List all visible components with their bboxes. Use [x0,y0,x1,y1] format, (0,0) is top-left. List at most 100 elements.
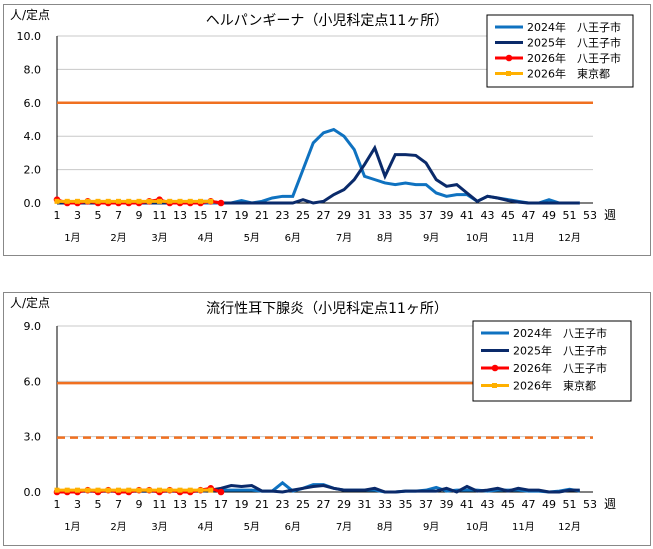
month-label: 3月 [151,521,167,533]
y-tick-label: 3.0 [24,431,42,444]
x-tick-label: 51 [563,498,577,511]
data-point [85,198,91,204]
x-tick-label: 27 [317,209,331,222]
data-point [187,487,193,493]
x-tick-label: 15 [194,209,208,222]
data-point [136,198,142,204]
data-point [217,488,225,496]
data-point [75,487,80,493]
x-tick-label: 49 [542,209,556,222]
y-tick-label: 0.0 [24,197,42,210]
x-tick-label: 53 [583,498,597,511]
data-point [64,487,70,493]
x-tick-label: 23 [276,209,290,222]
x-tick-label: 33 [378,209,392,222]
data-point [146,198,152,204]
y-tick-label: 8.0 [24,63,42,76]
legend-label: 2025年 八王子市 [513,344,607,358]
x-tick-label: 25 [296,209,310,222]
data-point [54,487,60,493]
legend-marker [492,383,497,388]
legend-marker [505,54,513,62]
x-tick-label: 39 [440,498,454,511]
mumps-chart: 流行性耳下腺炎（小児科定点11ヶ所）人/定点0.03.06.09.01 3 5 7 9 1… [10,295,632,533]
y-tick-label: 0.0 [24,486,42,499]
x-tick-label: 43 [481,209,495,222]
series-line-1 [57,144,580,205]
month-label: 10月 [466,521,489,533]
x-axis-label: 週 [604,208,616,222]
x-tick-label: 21 [255,498,269,511]
month-label: 4月 [197,521,213,533]
legend-label: 2026年 八王子市 [513,361,607,375]
x-tick-label: 19 [235,209,249,222]
x-tick-label: 31 [358,209,372,222]
data-point [85,487,91,493]
series-line-0 [57,127,580,205]
y-tick-label: 6.0 [24,97,42,110]
x-tick-label: 17 [214,209,228,222]
x-tick-label: 1 [54,209,61,222]
month-label: 11月 [512,521,535,533]
month-label: 1月 [64,521,80,533]
x-tick-label: 13 [173,498,187,511]
month-label: 4月 [197,232,213,244]
legend-marker [506,71,511,76]
x-tick-label: 15 [194,498,208,511]
x-tick-label: 27 [317,498,331,511]
month-label: 1月 [64,232,80,244]
x-tick-label: 41 [460,498,474,511]
data-point [105,198,111,204]
data-point [208,487,214,493]
x-tick-label: 35 [399,209,413,222]
data-point [177,487,183,493]
x-tick-label: 23 [276,498,290,511]
data-point [187,198,193,204]
x-tick-label: 3 [74,498,81,511]
month-label: 2月 [110,232,126,244]
x-tick-label: 39 [440,209,454,222]
data-point [136,487,142,493]
x-tick-label: 47 [522,209,536,222]
data-point [157,198,162,204]
x-tick-label: 17 [214,498,228,511]
x-tick-label: 53 [583,209,597,222]
data-point [198,198,203,204]
month-label: 9月 [423,521,439,533]
chart-title: 流行性耳下腺炎（小児科定点11ヶ所） [206,301,448,317]
y-axis-label: 人/定点 [10,7,50,22]
data-point [126,198,132,204]
y-tick-label: 6.0 [24,375,42,388]
month-label: 8月 [377,521,393,533]
x-tick-label: 9 [136,209,143,222]
x-tick-label: 47 [522,498,536,511]
month-label: 11月 [512,232,535,244]
x-tick-label: 5 [95,209,102,222]
data-point [157,487,162,493]
x-tick-label: 37 [419,498,433,511]
month-label: 7月 [336,232,352,244]
x-tick-label: 45 [501,498,515,511]
data-point [116,487,121,493]
legend-label: 2026年 八王子市 [527,51,621,65]
data-point [95,487,101,493]
month-label: 6月 [285,232,301,244]
chart-title: ヘルパンギーナ（小児科定点11ヶ所） [206,13,449,29]
month-label: 12月 [558,521,581,533]
y-tick-label: 4.0 [24,130,42,143]
month-label: 8月 [377,232,393,244]
x-tick-label: 13 [173,209,187,222]
data-point [126,487,132,493]
x-tick-label: 9 [136,498,143,511]
x-tick-label: 1 [54,498,61,511]
legend-marker [491,364,499,372]
data-point [198,487,203,493]
y-tick-label: 9.0 [24,320,42,333]
x-tick-label: 37 [419,209,433,222]
data-point [116,198,121,204]
month-label: 3月 [151,232,167,244]
herpangina-chart-panel: ヘルパンギーナ（小児科定点11ヶ所） 人/定点 0.0 2.0 4.0 6.0 8.0 10.… [3,4,651,256]
x-tick-label: 51 [563,209,577,222]
herpangina-chart: ヘルパンギーナ（小児科定点11ヶ所） 人/定点 0.0 2.0 4.0 6.0 8.0 10.… [10,7,634,244]
